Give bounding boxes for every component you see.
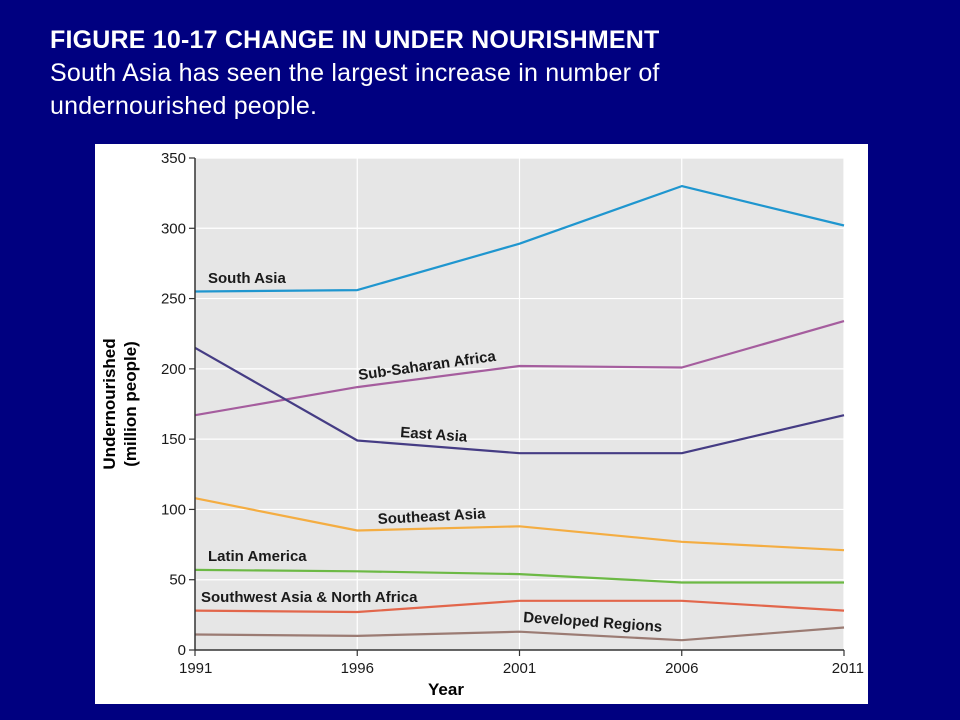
x-axis-title: Year: [428, 680, 464, 699]
y-tick-label: 150: [161, 431, 186, 448]
y-tick-label: 100: [161, 501, 186, 518]
series-line-sub-saharan-africa: [194, 320, 845, 417]
y-axis-title-line-1: Undernourished: [100, 338, 119, 469]
series-line-south-asia: [194, 184, 845, 293]
series-label-south-asia: South Asia: [208, 270, 286, 287]
series-label-east-asia: East Asia: [400, 424, 469, 446]
series-lines: [194, 184, 845, 642]
x-tick-labels: 1991 1996 2001 2006 2011: [179, 650, 864, 677]
figure-title: FIGURE 10-17 CHANGE IN UNDER NOURISHMENT: [50, 26, 660, 54]
gridlines: [195, 157, 845, 650]
y-tick-label: 350: [161, 150, 186, 167]
y-tick-label: 250: [161, 291, 186, 308]
x-tick-label: 2001: [503, 660, 536, 677]
series-line-latin-america: [194, 568, 844, 584]
series-line-east-asia: [194, 346, 845, 455]
figure-subtitle-line-1: South Asia has seen the largest increase…: [50, 59, 660, 87]
x-tick-label: 1996: [341, 660, 374, 677]
y-tick-labels: 0 50 100 150 200 250 300 350: [161, 150, 195, 659]
x-tick-label: 2011: [832, 660, 864, 677]
series-line-developed-regions: [194, 626, 845, 642]
series-line-southwest-asia-north-africa: [194, 599, 845, 614]
y-axis-title-line-2: (million people): [121, 341, 140, 467]
line-chart: 0 50 100 150 200 250 300 350 1991 1996 2001 2006 20…: [100, 150, 864, 699]
figure-caption: FIGURE 10-17 CHANGE IN UNDER NOURISHMENT…: [50, 24, 930, 123]
series-label-southeast-asia: Southeast Asia: [377, 505, 486, 528]
y-tick-label: 50: [169, 572, 186, 589]
series-line-southeast-asia: [194, 497, 845, 552]
figure-subtitle-line-2: undernourished people.: [50, 92, 318, 120]
chart-panel: 0 50 100 150 200 250 300 350 1991 1996 2001 2006 20…: [95, 144, 868, 704]
y-tick-label: 300: [161, 220, 186, 237]
x-tick-label: 2006: [665, 660, 698, 677]
x-tick-label: 1991: [179, 660, 212, 677]
series-label-latin-america: Latin America: [208, 548, 307, 565]
series-label-southwest-asia-north-africa: Southwest Asia & North Africa: [201, 589, 418, 606]
y-tick-label: 0: [178, 642, 186, 659]
y-tick-label: 200: [161, 361, 186, 378]
